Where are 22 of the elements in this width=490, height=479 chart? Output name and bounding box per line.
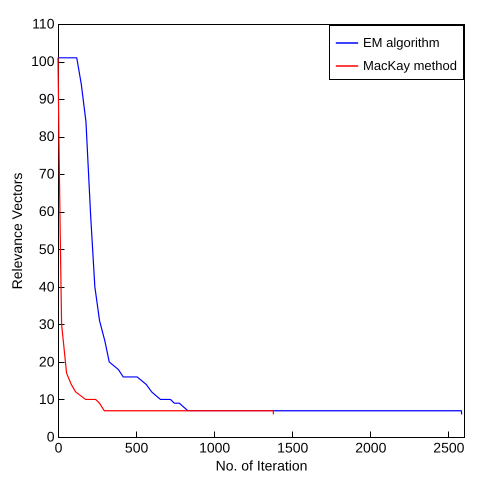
x-tick-label: 1000: [199, 440, 230, 456]
y-tick-label: 100: [31, 53, 55, 70]
y-tick-label: 40: [38, 278, 55, 294]
y-axis-title: Relevance Vectors: [9, 172, 26, 290]
y-tick-label: 80: [38, 128, 55, 144]
legend-label: MacKay method: [363, 58, 457, 73]
y-tick-label: 10: [38, 390, 55, 407]
y-tick-label: 30: [38, 316, 55, 332]
x-tick-label: 1500: [277, 440, 309, 456]
y-tick-label: 110: [32, 16, 55, 32]
y-tick-label: 50: [38, 240, 55, 257]
x-tick-label: 2000: [355, 440, 387, 456]
y-tick-label: 20: [38, 353, 55, 370]
x-axis-title: No. of Iteration: [216, 458, 308, 474]
y-tick-label: 90: [38, 90, 55, 107]
x-tick-label: 2500: [433, 440, 465, 456]
line-series: [57, 57, 274, 416]
x-tick-label: 500: [124, 440, 148, 456]
y-tick-label: 0: [46, 428, 55, 444]
legend-label: EM algorithm: [363, 35, 440, 50]
y-tick-label: 70: [38, 166, 55, 182]
y-tick-label: 60: [38, 203, 55, 220]
